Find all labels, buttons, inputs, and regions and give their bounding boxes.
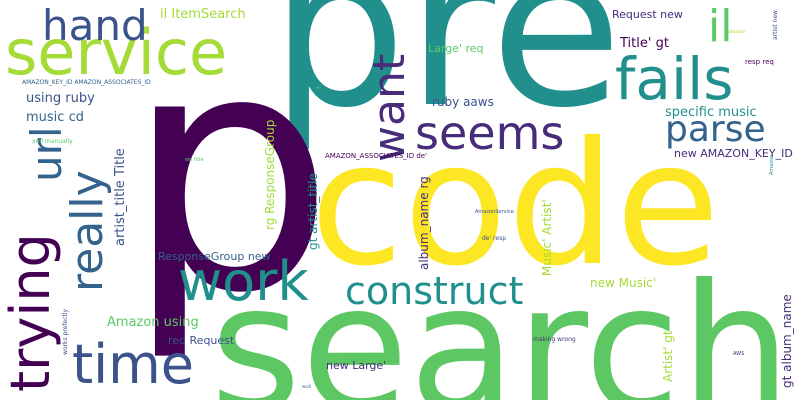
word-large-req: Large' req <box>428 42 484 55</box>
word-seems: seems <box>415 106 565 160</box>
word-amazonservice: AmazonService <box>475 209 514 215</box>
word-amazon-using: Amazon using <box>107 315 199 330</box>
word-ruby-aaws: ruby aaws <box>432 95 494 109</box>
word-pre: pre <box>270 0 623 155</box>
word-request-new: Request new <box>612 8 683 21</box>
word-il: il <box>708 1 733 52</box>
word-amazon: Amazon <box>769 154 775 175</box>
word-new-amazon-key-id: new AMAZON_KEY_ID <box>674 147 793 160</box>
word-artist-gt: Artist' gt <box>661 330 675 382</box>
word-want: want <box>364 53 415 162</box>
word-making-wrong: making wrong <box>533 336 576 343</box>
word-de-resp: de' resp <box>482 235 507 242</box>
word-p: p <box>125 0 335 365</box>
word-resp-req: resp req <box>745 58 774 66</box>
word-title-gt: Title' gt <box>620 36 669 51</box>
word-artist-new: artist new <box>772 10 779 40</box>
word-amazon-keys: AMAZON_KEY_ID AMAZON_ASSOCIATES_ID <box>22 79 151 86</box>
word-responsegroup-new: ResponseGroup new <box>158 250 271 263</box>
word-music-artist: Music' Artist' <box>540 199 554 276</box>
word-work: work <box>178 250 309 313</box>
word-service: service <box>5 16 228 89</box>
word-specific-music: specific music <box>665 105 757 120</box>
word-fails: fails <box>615 45 734 113</box>
word-artist-title-title: artist_title Title <box>113 148 128 246</box>
word-ws: ws <box>316 85 322 90</box>
word-music-cd: music cd <box>26 110 84 125</box>
word-ebloxide: ebloxide <box>728 29 745 34</box>
word-construct: construct <box>345 269 524 313</box>
word-time: time <box>72 333 195 396</box>
word-gt-album-name: gt album_name <box>780 294 794 388</box>
word-wsdl: wsdl <box>302 384 312 389</box>
word-wn-title: wn title <box>185 157 204 163</box>
word-aws: AWS <box>733 351 745 357</box>
word-il-itemsearch: il ItemSearch <box>160 7 246 22</box>
word-using-ruby: using ruby <box>26 91 95 106</box>
word-new-large: new Large' <box>326 359 387 372</box>
word-trying: trying <box>0 233 62 392</box>
word-works-prefectly: works prefectly <box>62 308 69 355</box>
word-search: search <box>210 248 792 400</box>
word-really: really <box>62 170 113 292</box>
word-code: code <box>310 106 720 304</box>
word-xml-manually: xml manually <box>32 138 73 145</box>
word-album-name-rg: album_name rg <box>417 176 431 270</box>
word-gt-artist-title: gt artist_title <box>306 173 320 250</box>
word-new-music: new Music' <box>590 276 657 290</box>
word-parse: parse <box>665 109 766 150</box>
word-hand: hand <box>42 1 148 50</box>
word-req-request: req Request <box>168 334 235 347</box>
word-amazon-associates-de: AMAZON_ASSOCIATES_ID de' <box>325 152 428 160</box>
word-rg-responsegroup: rg ResponseGroup <box>263 119 277 230</box>
